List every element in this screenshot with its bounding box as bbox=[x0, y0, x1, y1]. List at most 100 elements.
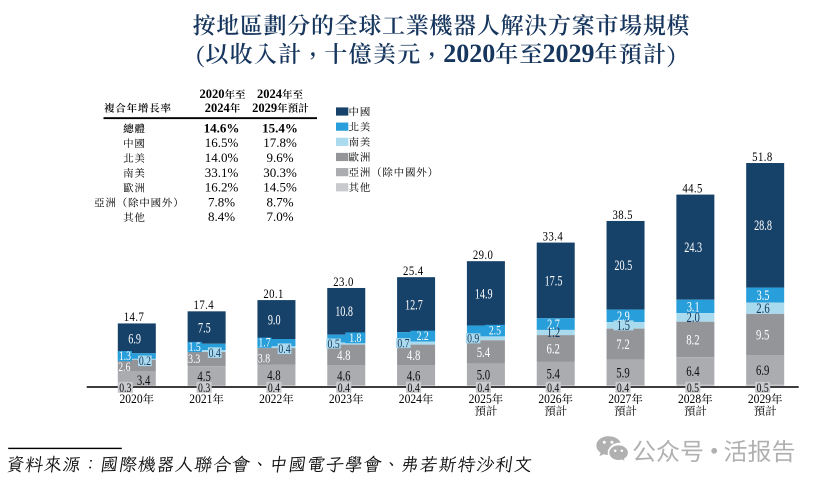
svg-text:1.7: 1.7 bbox=[258, 337, 270, 351]
svg-text:3.8: 3.8 bbox=[258, 352, 270, 366]
svg-text:2029: 2029 bbox=[252, 101, 277, 115]
svg-text:4.6: 4.6 bbox=[407, 368, 420, 384]
svg-text:2022: 2022 bbox=[259, 392, 282, 407]
svg-text:29.0: 29.0 bbox=[473, 247, 493, 262]
svg-text:4.8: 4.8 bbox=[407, 347, 420, 363]
svg-text:24.3: 24.3 bbox=[684, 239, 702, 255]
svg-text:9.0: 9.0 bbox=[268, 312, 281, 328]
svg-text:2025: 2025 bbox=[469, 392, 492, 407]
svg-text:33.1%: 33.1% bbox=[205, 165, 239, 180]
svg-text:0.4: 0.4 bbox=[338, 382, 350, 396]
svg-text:0.4: 0.4 bbox=[617, 382, 629, 396]
svg-text:4.8: 4.8 bbox=[267, 367, 280, 383]
svg-text:1.8: 1.8 bbox=[349, 332, 361, 346]
svg-text:9.6%: 9.6% bbox=[266, 150, 293, 165]
svg-text:14.7: 14.7 bbox=[124, 309, 144, 324]
svg-text:5.4: 5.4 bbox=[477, 344, 491, 360]
svg-text:8.7%: 8.7% bbox=[266, 194, 293, 209]
svg-text:0.5: 0.5 bbox=[757, 382, 769, 396]
svg-text:2.9: 2.9 bbox=[617, 308, 630, 324]
svg-text:23.0: 23.0 bbox=[333, 274, 353, 289]
svg-text:6.2: 6.2 bbox=[546, 341, 559, 357]
svg-text:7.5: 7.5 bbox=[198, 320, 211, 336]
svg-text:14.6%: 14.6% bbox=[204, 120, 240, 135]
svg-text:20.1: 20.1 bbox=[263, 286, 283, 301]
svg-text:15.4%: 15.4% bbox=[262, 120, 298, 135]
svg-text:44.5: 44.5 bbox=[682, 180, 702, 195]
svg-text:33.4: 33.4 bbox=[543, 228, 563, 243]
svg-text:2024: 2024 bbox=[257, 87, 283, 101]
svg-text:2024: 2024 bbox=[399, 392, 422, 407]
svg-text:1.5: 1.5 bbox=[617, 318, 630, 334]
svg-text:2024: 2024 bbox=[205, 101, 231, 115]
svg-text:2.6: 2.6 bbox=[756, 300, 769, 316]
svg-text:8.2: 8.2 bbox=[686, 332, 699, 348]
svg-text:2020: 2020 bbox=[120, 392, 143, 407]
svg-text:2.7: 2.7 bbox=[547, 316, 560, 332]
svg-text:0.2: 0.2 bbox=[139, 355, 151, 369]
svg-text:0.4: 0.4 bbox=[477, 382, 489, 396]
svg-text:25.4: 25.4 bbox=[403, 263, 423, 278]
svg-text:9.5: 9.5 bbox=[756, 327, 769, 343]
svg-text:30.3%: 30.3% bbox=[263, 165, 297, 180]
svg-text:2023: 2023 bbox=[329, 392, 352, 407]
svg-text:4.5: 4.5 bbox=[197, 368, 210, 384]
svg-text:38.5: 38.5 bbox=[612, 207, 632, 222]
svg-text:2029: 2029 bbox=[748, 392, 771, 407]
svg-text:17.5: 17.5 bbox=[545, 272, 563, 288]
svg-text:0.5: 0.5 bbox=[328, 338, 340, 352]
svg-text:2028: 2028 bbox=[678, 392, 701, 407]
svg-text:2027: 2027 bbox=[608, 392, 631, 407]
svg-text:2.5: 2.5 bbox=[489, 324, 501, 338]
svg-text:3.3: 3.3 bbox=[188, 353, 200, 367]
svg-text:5.4: 5.4 bbox=[546, 366, 560, 382]
svg-text:12.7: 12.7 bbox=[405, 297, 423, 313]
svg-text:2020: 2020 bbox=[200, 87, 225, 101]
svg-text:0.4: 0.4 bbox=[268, 382, 280, 396]
svg-text:0.9: 0.9 bbox=[467, 333, 479, 347]
svg-text:14.9: 14.9 bbox=[475, 285, 493, 301]
svg-text:28.8: 28.8 bbox=[754, 217, 772, 233]
svg-text:16.5%: 16.5% bbox=[205, 135, 239, 150]
svg-text:7.8%: 7.8% bbox=[208, 194, 235, 209]
svg-text:0.4: 0.4 bbox=[209, 347, 221, 361]
svg-text:0.5: 0.5 bbox=[687, 382, 699, 396]
svg-text:1.3: 1.3 bbox=[119, 350, 131, 364]
svg-text:0.4: 0.4 bbox=[278, 343, 290, 357]
svg-text:17.4: 17.4 bbox=[194, 297, 214, 312]
svg-text:8.4%: 8.4% bbox=[208, 209, 235, 224]
svg-text:1.5: 1.5 bbox=[189, 341, 201, 355]
svg-text:2021: 2021 bbox=[189, 392, 212, 407]
svg-text:5.0: 5.0 bbox=[477, 367, 490, 383]
svg-text:6.9: 6.9 bbox=[756, 362, 769, 378]
svg-text:2.2: 2.2 bbox=[417, 330, 429, 344]
svg-text:7.2: 7.2 bbox=[616, 337, 629, 353]
svg-text:3.5: 3.5 bbox=[757, 287, 770, 303]
svg-text:0.3: 0.3 bbox=[119, 382, 131, 396]
svg-text:20.5: 20.5 bbox=[614, 257, 632, 273]
svg-text:14.0%: 14.0% bbox=[205, 150, 239, 165]
svg-text:4.8: 4.8 bbox=[337, 347, 350, 363]
svg-text:16.2%: 16.2% bbox=[205, 180, 239, 195]
svg-text:2.6: 2.6 bbox=[118, 361, 130, 375]
svg-text:17.8%: 17.8% bbox=[263, 135, 297, 150]
svg-text:7.0%: 7.0% bbox=[266, 209, 293, 224]
svg-text:14.5%: 14.5% bbox=[263, 180, 297, 195]
svg-text:10.8: 10.8 bbox=[335, 303, 353, 319]
svg-text:0.3: 0.3 bbox=[198, 382, 210, 396]
svg-text:0.4: 0.4 bbox=[408, 382, 420, 396]
svg-text:3.1: 3.1 bbox=[687, 298, 700, 314]
svg-text:2.0: 2.0 bbox=[686, 310, 699, 326]
svg-text:0.7: 0.7 bbox=[397, 337, 409, 351]
svg-text:6.4: 6.4 bbox=[686, 363, 700, 379]
svg-text:4.6: 4.6 bbox=[337, 368, 350, 384]
svg-text:51.8: 51.8 bbox=[752, 149, 772, 164]
svg-text:2026: 2026 bbox=[538, 392, 561, 407]
svg-text:6.9: 6.9 bbox=[128, 330, 141, 346]
svg-text:3.4: 3.4 bbox=[137, 372, 151, 388]
svg-text:0.4: 0.4 bbox=[547, 382, 559, 396]
svg-text:1.2: 1.2 bbox=[547, 325, 560, 341]
svg-text:2029: 2029 bbox=[543, 39, 595, 68]
svg-text:2020: 2020 bbox=[443, 39, 495, 68]
svg-text:5.9: 5.9 bbox=[616, 365, 629, 381]
